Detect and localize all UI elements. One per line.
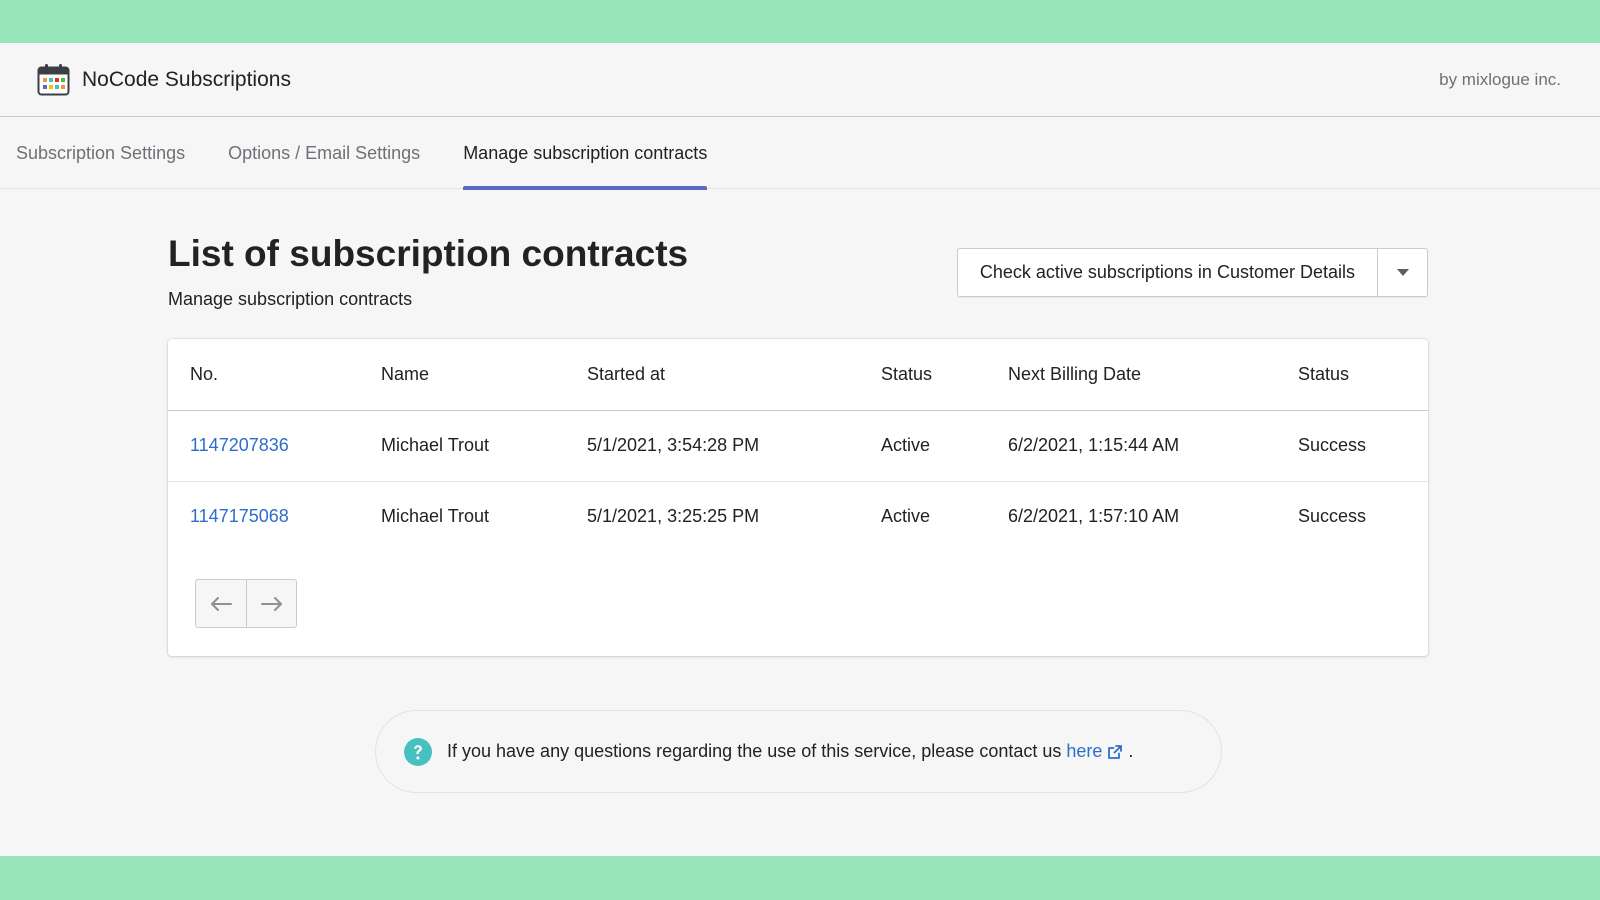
brand: NoCode Subscriptions — [37, 63, 291, 96]
help-text-suffix: . — [1128, 741, 1134, 761]
arrow-right-icon — [260, 596, 282, 611]
started-at-cell: 5/1/2021, 3:54:28 PM — [587, 410, 881, 482]
page-header: List of subscription contracts Manage su… — [168, 189, 1428, 310]
contracts-card: No. Name Started at Status Next Billing … — [168, 339, 1428, 656]
more-actions-button[interactable] — [1377, 249, 1427, 296]
contract-number-link[interactable]: 1147207836 — [190, 435, 289, 455]
tab-subscription-settings[interactable]: Subscription Settings — [16, 142, 186, 163]
vendor-label: by mixlogue inc. — [1439, 69, 1561, 89]
caret-down-icon — [1396, 269, 1409, 276]
column-header-started-at: Started at — [587, 339, 881, 411]
pagination — [195, 579, 297, 628]
column-header-billing-status: Status — [1298, 339, 1428, 411]
billing-status-cell: Success — [1298, 410, 1428, 482]
column-header-name: Name — [381, 339, 587, 411]
column-header-status: Status — [881, 339, 1008, 411]
page-title: List of subscription contracts — [168, 233, 689, 274]
contract-number-cell: 1147207836 — [168, 410, 381, 482]
tab-manage-subscription-contracts[interactable]: Manage subscription contracts — [463, 117, 708, 190]
contact-link-label: here — [1066, 741, 1103, 761]
customer-name-cell: Michael Trout — [381, 410, 587, 482]
question-circle-icon — [404, 737, 432, 766]
table-row: 1147175068 Michael Trout 5/1/2021, 3:25:… — [168, 481, 1428, 552]
help-text: If you have any questions regarding the … — [447, 741, 1062, 761]
main-content: List of subscription contracts Manage su… — [168, 189, 1428, 656]
contract-number-link[interactable]: 1147175068 — [190, 506, 289, 527]
previous-page-button[interactable] — [196, 580, 246, 627]
tab-options-email-settings[interactable]: Options / Email Settings — [228, 142, 421, 163]
started-at-cell: 5/1/2021, 3:25:25 PM — [587, 506, 760, 527]
billing-status-cell: Success — [1298, 506, 1367, 527]
contact-link[interactable]: here — [1066, 741, 1123, 762]
title-block: List of subscription contracts Manage su… — [168, 189, 688, 310]
status-cell: Active — [881, 410, 1008, 482]
customer-name-cell: Michael Trout — [381, 506, 490, 527]
check-active-subscriptions-button[interactable]: Check active subscriptions in Customer D… — [958, 249, 1377, 296]
calendar-icon — [37, 63, 70, 96]
contract-number-cell: 1147175068 — [168, 481, 381, 552]
next-billing-date-cell: 6/2/2021, 1:57:10 AM — [1008, 506, 1180, 527]
help-notice: If you have any questions regarding the … — [375, 710, 1222, 793]
customer-details-split-button: Check active subscriptions in Customer D… — [956, 248, 1428, 297]
app-title: NoCode Subscriptions — [82, 67, 291, 91]
next-page-button[interactable] — [246, 580, 296, 627]
column-header-no: No. — [168, 339, 381, 411]
table-header-row: No. Name Started at Status Next Billing … — [168, 339, 1428, 411]
table-row: 1147207836 Michael Trout 5/1/2021, 3:54:… — [168, 410, 1428, 482]
page-subtitle: Manage subscription contracts — [168, 289, 413, 309]
next-billing-date-cell: 6/2/2021, 1:15:44 AM — [1008, 410, 1298, 482]
app-header: NoCode Subscriptions by mixlogue inc. — [0, 43, 1600, 117]
status-cell: Active — [881, 506, 931, 527]
tab-bar: Subscription Settings Options / Email Se… — [0, 117, 1600, 190]
column-header-next-billing-date: Next Billing Date — [1008, 339, 1298, 411]
contracts-table: No. Name Started at Status Next Billing … — [168, 339, 1428, 552]
external-link-icon — [1108, 744, 1123, 759]
arrow-left-icon — [211, 596, 232, 611]
